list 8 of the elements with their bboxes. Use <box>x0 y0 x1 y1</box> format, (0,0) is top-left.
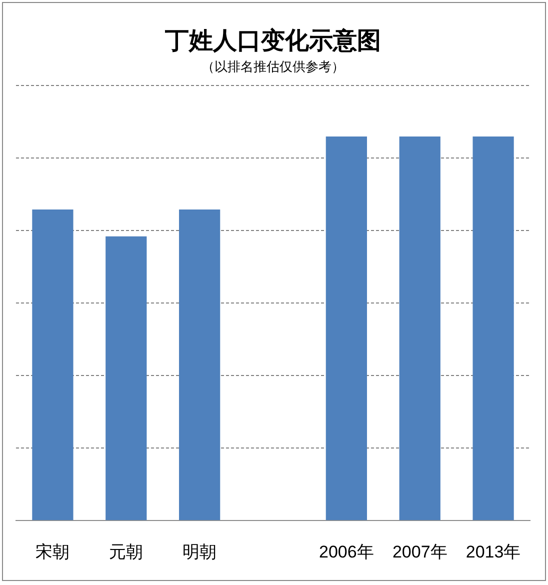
x-tick-label: 2013年 <box>466 542 521 562</box>
x-tick-label: 元朝 <box>109 542 144 562</box>
x-tick-label: 明朝 <box>182 542 217 562</box>
x-tick-label: 2007年 <box>392 542 448 562</box>
chart-title: 丁姓人口变化示意图 <box>164 28 381 55</box>
chart-subtitle: （以排名推估仅供参考） <box>202 59 344 74</box>
x-tick-label: 2006年 <box>319 542 374 562</box>
x-tick-label: 宋朝 <box>36 542 70 562</box>
